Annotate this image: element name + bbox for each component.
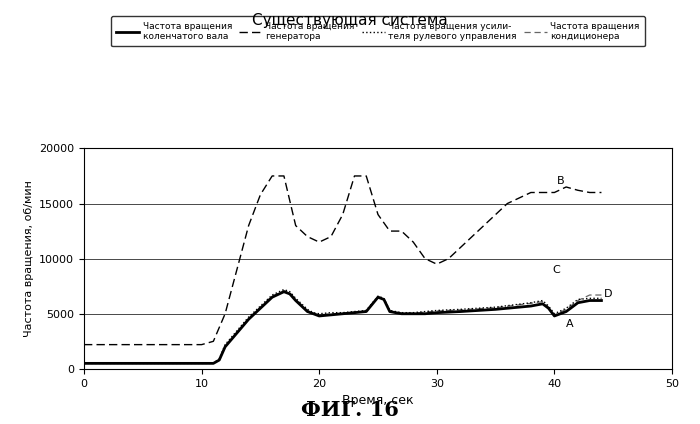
Text: D: D (604, 289, 612, 299)
Legend: Частота вращения
коленчатого вала, Частота вращения
генератора, Частота вращения: Частота вращения коленчатого вала, Часто… (111, 16, 645, 47)
Text: ФИГ. 16: ФИГ. 16 (301, 400, 399, 420)
X-axis label: Время, сек: Время, сек (342, 394, 414, 407)
Text: Существующая система: Существующая система (252, 13, 448, 28)
Text: A: A (566, 319, 574, 329)
Text: B: B (556, 176, 564, 186)
Text: C: C (552, 265, 560, 275)
Y-axis label: Частота вращения, об/мин: Частота вращения, об/мин (24, 180, 34, 337)
